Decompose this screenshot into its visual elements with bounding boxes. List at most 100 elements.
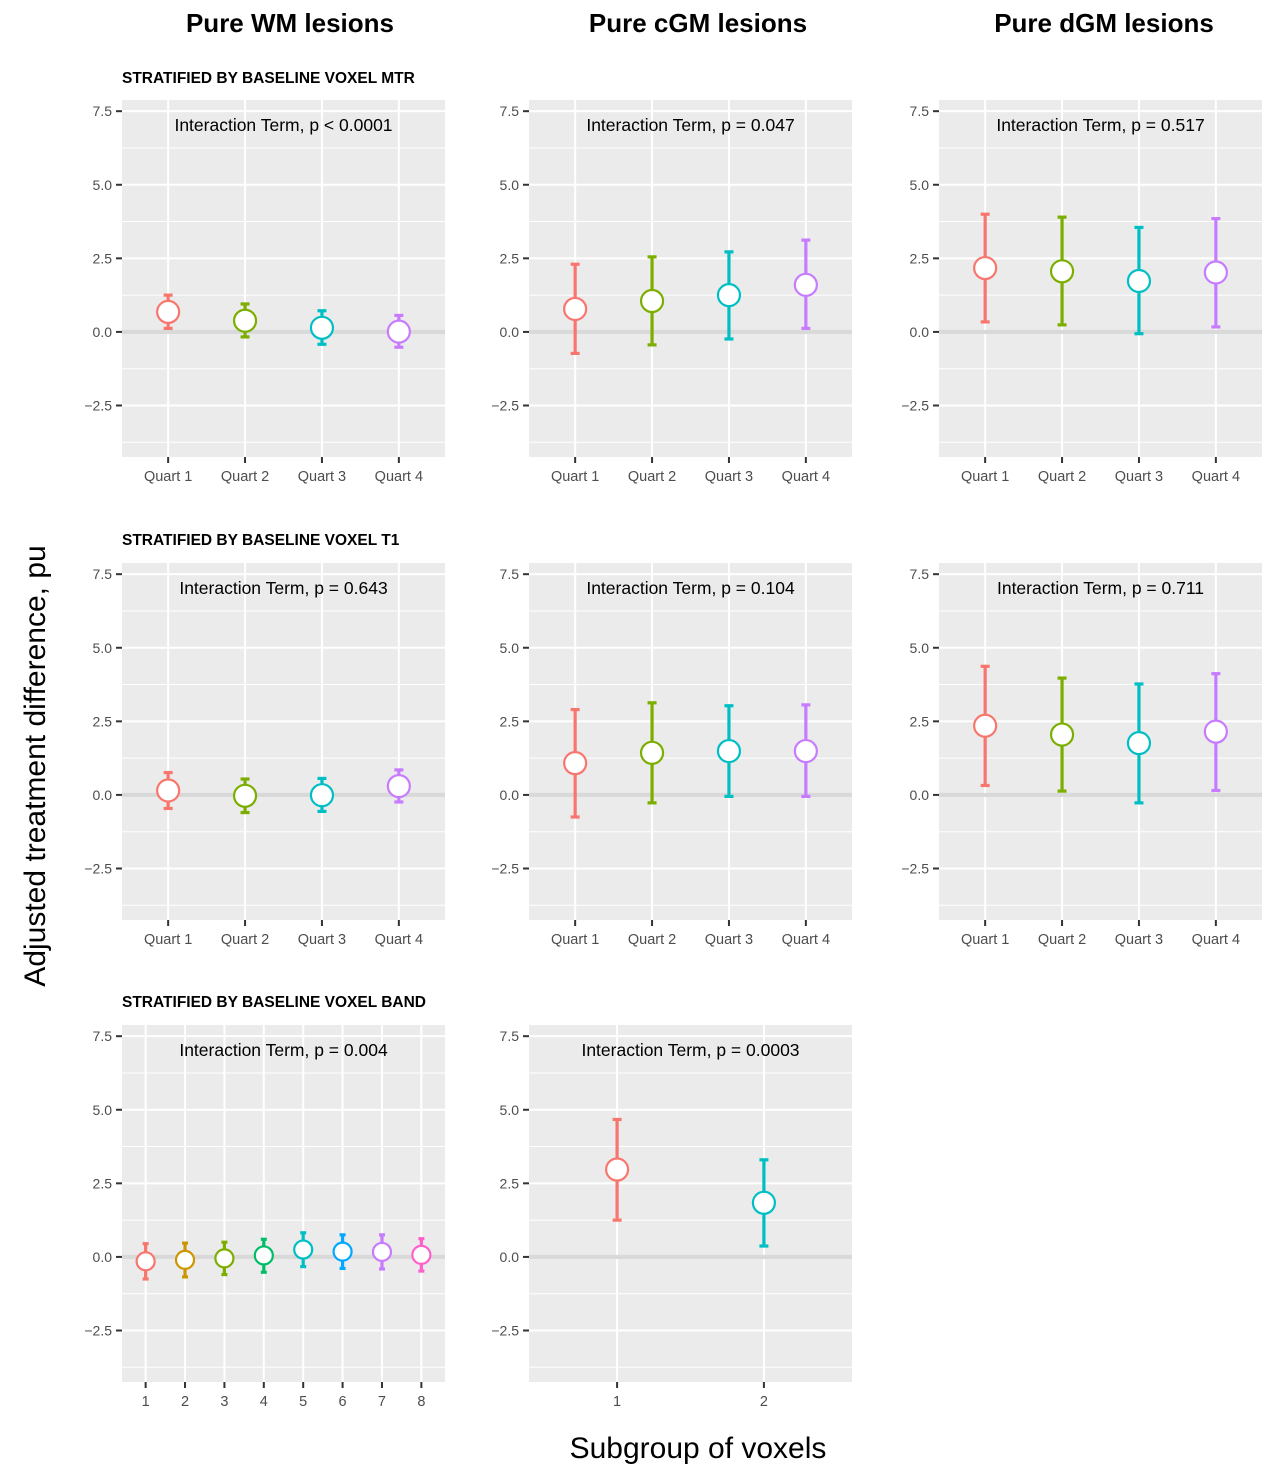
y-tick-label: −2.5 [901,860,929,876]
x-tick-label: Quart 2 [1038,932,1086,948]
x-tick-label: Quart 3 [705,932,753,948]
estimate-point [174,1249,196,1270]
interaction-annotation: Interaction Term, p = 0.711 [997,578,1204,598]
facet-panel: 7.5 5.0 2.5 0.0 −2.5 1 2 3 4 5 6 7 8 Interaction Term… [84,1025,445,1410]
y-tick-label: 5.0 [93,1102,113,1118]
estimate-point [639,740,665,765]
estimate-point [293,1239,314,1260]
x-tick-label: 2 [760,1394,768,1410]
y-tick-label: 7.5 [910,566,930,582]
zero-reference-band [122,1254,445,1259]
x-tick-label: Quart 2 [628,469,676,485]
x-tick-label: 3 [220,1394,228,1410]
estimate-point [793,272,818,297]
y-tick-label: 5.0 [500,177,520,193]
y-tick-label: −2.5 [901,397,929,413]
interaction-annotation: Interaction Term, p < 0.0001 [174,115,392,135]
y-tick-label: 7.5 [500,566,520,582]
y-tick-label: −2.5 [491,860,519,876]
x-tick-label: Quart 2 [628,932,676,948]
y-tick-label: 2.5 [93,1175,113,1191]
y-tick-label: 2.5 [910,250,930,266]
row-title-band: STRATIFIED BY BASELINE VOXEL BAND [122,994,427,1011]
facet-panel: 7.5 5.0 2.5 0.0 −2.5 Quart 1 Quart 2 Quart 3 Qua… [901,100,1262,485]
y-tick-label: 0.0 [93,1249,113,1265]
x-tick-label: Quart 1 [144,932,192,948]
x-tick-label: Quart 2 [221,932,269,948]
x-tick-label: Quart 1 [961,469,1009,485]
estimate-point [563,296,588,322]
y-tick-label: 0.0 [910,324,930,340]
y-tick-label: 7.5 [93,103,113,119]
estimate-point [371,1241,393,1263]
estimate-point [309,315,335,340]
x-tick-label: 2 [181,1394,189,1410]
x-tick-label: Quart 4 [782,932,830,948]
estimate-point [639,288,665,314]
x-tick-label: Quart 4 [1192,932,1240,948]
estimate-point [156,778,181,803]
y-tick-label: 2.5 [500,713,520,729]
y-tick-label: 7.5 [500,103,520,119]
x-tick-label: Quart 3 [705,469,753,485]
y-tick-label: 2.5 [93,713,113,729]
x-tick-label: Quart 3 [1115,932,1163,948]
y-tick-label: −2.5 [84,860,112,876]
x-tick-label: Quart 3 [298,932,346,948]
y-tick-label: 7.5 [500,1028,520,1044]
estimate-point [1203,719,1228,744]
interaction-annotation: Interaction Term, p = 0.517 [996,115,1204,135]
y-tick-label: 5.0 [910,640,930,656]
x-tick-label: Quart 2 [221,469,269,485]
estimate-point [214,1248,235,1269]
estimate-point [793,738,818,764]
estimate-point [386,319,411,344]
zero-reference-band [122,329,445,334]
x-tick-label: 5 [299,1394,307,1410]
interaction-annotation: Interaction Term, p = 0.047 [586,115,794,135]
zero-reference-band [529,329,852,334]
panel-background [939,563,1262,920]
estimate-point [751,1190,777,1215]
column-title-cgm: Pure cGM lesions [588,8,808,38]
zero-reference-band [939,329,1262,334]
y-tick-label: 5.0 [500,1102,520,1118]
estimate-point [1126,731,1152,756]
x-tick-label: Quart 4 [1192,469,1240,485]
x-tick-label: 6 [339,1394,347,1410]
y-tick-label: −2.5 [84,397,112,413]
x-tick-label: Quart 4 [375,469,423,485]
zero-reference-band [529,1254,852,1259]
panel-background [122,563,445,920]
x-tick-label: Quart 1 [551,932,599,948]
facet-panel: 7.5 5.0 2.5 0.0 −2.5 Quart 1 Quart 2 Quart 3 Qua… [491,563,852,948]
y-tick-label: 2.5 [500,250,520,266]
estimate-point [232,783,258,808]
y-tick-label: 2.5 [500,1175,520,1191]
estimate-point [973,255,998,281]
y-tick-label: 7.5 [93,566,113,582]
y-tick-label: −2.5 [84,1322,112,1338]
x-tick-label: 1 [613,1394,621,1410]
x-axis-title: Subgroup of voxels [569,1432,827,1465]
zero-reference-band [939,792,1262,797]
y-tick-label: 5.0 [93,177,113,193]
estimate-point [232,308,258,333]
estimate-point [386,773,411,799]
estimate-point [1203,260,1228,285]
x-tick-label: 4 [260,1394,268,1410]
interaction-annotation: Interaction Term, p = 0.643 [179,578,387,598]
row-title-mtr: STRATIFIED BY BASELINE VOXEL MTR [122,70,415,87]
column-title-wm: Pure WM lesions [185,8,395,38]
panel-background [529,563,852,920]
estimate-point [309,783,335,808]
y-tick-label: 0.0 [910,787,930,803]
panel-background [122,100,445,457]
row-title-t1: STRATIFIED BY BASELINE VOXEL T1 [122,532,400,549]
x-tick-label: Quart 1 [961,932,1009,948]
panel-background [122,1025,445,1382]
y-tick-label: 0.0 [500,324,520,340]
zero-reference-band [529,792,852,797]
estimate-point [411,1244,432,1265]
